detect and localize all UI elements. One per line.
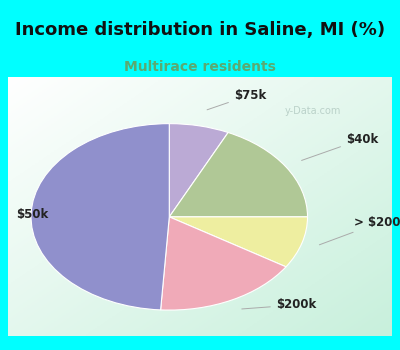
Wedge shape — [169, 124, 228, 217]
Wedge shape — [169, 133, 308, 217]
Wedge shape — [31, 124, 169, 310]
Wedge shape — [160, 217, 286, 310]
Text: $50k: $50k — [16, 208, 48, 221]
Text: $200k: $200k — [242, 299, 316, 312]
Text: $40k: $40k — [302, 133, 378, 160]
Text: Multirace residents: Multirace residents — [124, 61, 276, 75]
Text: $75k: $75k — [207, 89, 266, 110]
Text: > $200k: > $200k — [319, 216, 400, 245]
Text: Income distribution in Saline, MI (%): Income distribution in Saline, MI (%) — [15, 21, 385, 39]
Text: y-Data.com: y-Data.com — [284, 106, 341, 116]
Wedge shape — [169, 217, 308, 267]
